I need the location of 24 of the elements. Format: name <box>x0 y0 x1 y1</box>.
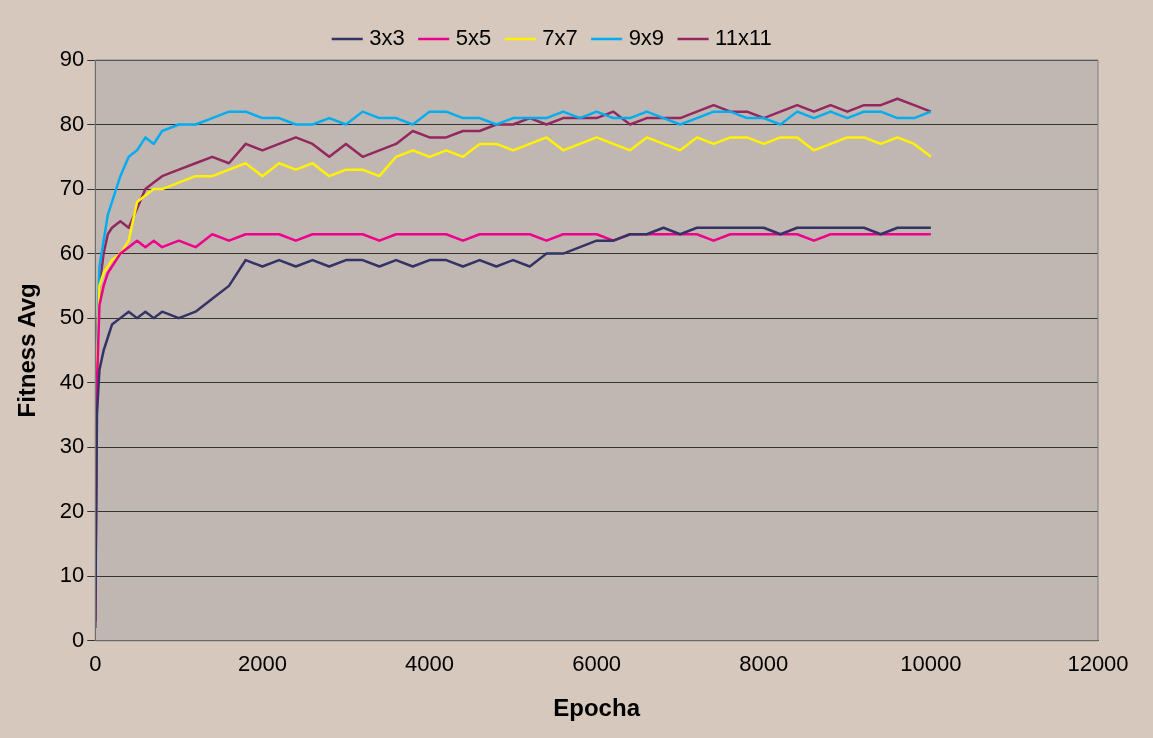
x-axis-title: Epocha <box>553 694 641 722</box>
legend-label: 5x5 <box>455 25 492 51</box>
x-tick-label: 0 <box>89 651 102 677</box>
legend-label: 9x9 <box>628 25 665 51</box>
y-tick-label: 60 <box>59 239 85 265</box>
legend-label: 11x11 <box>715 25 772 51</box>
x-tick-label: 12000 <box>1067 651 1129 677</box>
x-tick-label: 8000 <box>739 651 789 677</box>
y-tick-label: 40 <box>59 368 85 394</box>
y-tick-label: 20 <box>59 497 85 523</box>
y-tick-label: 80 <box>59 110 85 136</box>
x-tick-label: 2000 <box>237 651 287 677</box>
y-tick-label: 10 <box>59 562 85 588</box>
y-tick-label: 70 <box>59 175 85 201</box>
legend-label: 7x7 <box>542 25 578 51</box>
y-tick-label: 30 <box>59 433 85 459</box>
y-tick-label: 90 <box>59 46 85 72</box>
y-tick-label: 50 <box>59 304 85 330</box>
y-axis-title: Fitness Avg <box>13 283 41 418</box>
x-tick-label: 4000 <box>405 651 454 677</box>
x-tick-label: 6000 <box>572 651 622 677</box>
x-tick-label: 10000 <box>900 651 962 677</box>
y-tick-label: 0 <box>72 626 85 652</box>
legend-label: 3x3 <box>369 25 405 51</box>
